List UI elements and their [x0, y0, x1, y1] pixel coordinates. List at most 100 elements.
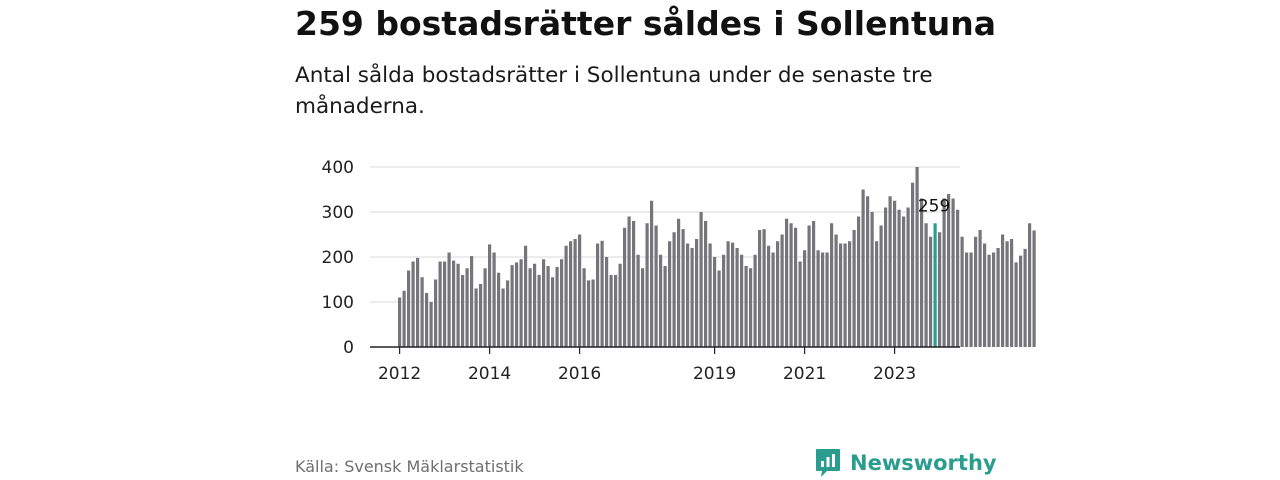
bar	[740, 254, 744, 347]
x-tick-label: 2023	[873, 364, 916, 384]
bar	[407, 270, 411, 347]
bar	[744, 266, 748, 347]
bar	[911, 182, 915, 347]
bar	[699, 212, 703, 347]
bar	[897, 209, 901, 347]
bar	[825, 252, 829, 347]
bar	[416, 257, 420, 347]
bar	[771, 252, 775, 347]
brand-name: Newsworthy	[850, 451, 997, 475]
bar	[573, 239, 577, 347]
bar	[915, 167, 919, 347]
bar	[456, 263, 460, 347]
bar	[987, 254, 991, 347]
bar	[690, 248, 694, 347]
bar	[672, 232, 676, 347]
bar	[447, 252, 451, 347]
y-tick-label: 400	[322, 158, 354, 178]
bar	[420, 277, 424, 347]
bar	[713, 257, 717, 347]
bar	[735, 248, 739, 347]
bar	[632, 221, 636, 347]
bar	[1005, 241, 1009, 347]
bar	[537, 275, 541, 347]
bar	[866, 196, 870, 347]
bar	[564, 245, 568, 347]
x-tick-labels: 2012 2014 2016 2019 2021 2023	[378, 364, 916, 384]
bar	[546, 266, 550, 347]
bar	[555, 266, 559, 347]
bar	[785, 218, 789, 347]
bar	[834, 234, 838, 347]
bar	[780, 234, 784, 347]
x-tick-label: 2014	[468, 364, 511, 384]
bar	[812, 221, 816, 347]
bar	[659, 254, 663, 347]
highlight-bar	[933, 223, 937, 347]
bar	[677, 218, 681, 347]
bar	[596, 243, 600, 347]
bar	[483, 268, 487, 347]
bar	[830, 223, 834, 347]
bars	[398, 167, 1036, 347]
x-ticks	[399, 347, 896, 354]
bar	[942, 198, 946, 347]
bar	[794, 227, 798, 347]
bar	[848, 241, 852, 347]
bar	[551, 277, 555, 347]
bar	[776, 241, 780, 347]
bar	[542, 259, 546, 347]
bar	[870, 212, 874, 347]
bar	[465, 268, 469, 347]
page-title: 259 bostadsrätter såldes i Sollentuna	[295, 4, 996, 43]
bar	[839, 243, 843, 347]
bar	[857, 216, 861, 347]
bar	[1001, 234, 1005, 347]
bar	[888, 196, 892, 347]
bar	[443, 261, 447, 347]
bar	[578, 234, 582, 347]
bar	[609, 275, 613, 347]
bar	[488, 244, 492, 347]
bar	[654, 225, 658, 347]
bar	[510, 265, 514, 347]
bar	[767, 245, 771, 347]
bar	[492, 252, 496, 347]
bar	[668, 241, 672, 347]
bar	[821, 252, 825, 347]
bar	[627, 216, 631, 347]
bar	[560, 259, 564, 347]
bar	[1014, 262, 1018, 347]
bar	[636, 254, 640, 347]
bar	[650, 200, 654, 347]
bar	[1019, 255, 1023, 347]
bar	[695, 239, 699, 347]
x-tick-label: 2021	[783, 364, 826, 384]
y-tick-label: 200	[322, 248, 354, 268]
bar	[798, 261, 802, 347]
bar	[717, 270, 721, 347]
bar	[645, 223, 649, 347]
bar	[452, 260, 456, 347]
bar	[978, 230, 982, 347]
highlight-value-label: 259	[918, 196, 950, 216]
bar	[951, 198, 955, 347]
bar	[470, 256, 474, 347]
bar	[758, 230, 762, 347]
bar	[875, 241, 879, 347]
bar	[438, 261, 442, 347]
bar	[411, 261, 415, 347]
bar	[749, 268, 753, 347]
bar	[515, 262, 519, 347]
bar	[663, 266, 667, 347]
bar	[722, 254, 726, 347]
bar	[623, 227, 627, 347]
bar	[479, 284, 483, 347]
bar	[803, 250, 807, 347]
bar	[614, 275, 618, 347]
bar	[816, 250, 820, 347]
x-tick-label: 2012	[378, 364, 421, 384]
bar	[920, 198, 924, 347]
bar	[569, 241, 573, 347]
